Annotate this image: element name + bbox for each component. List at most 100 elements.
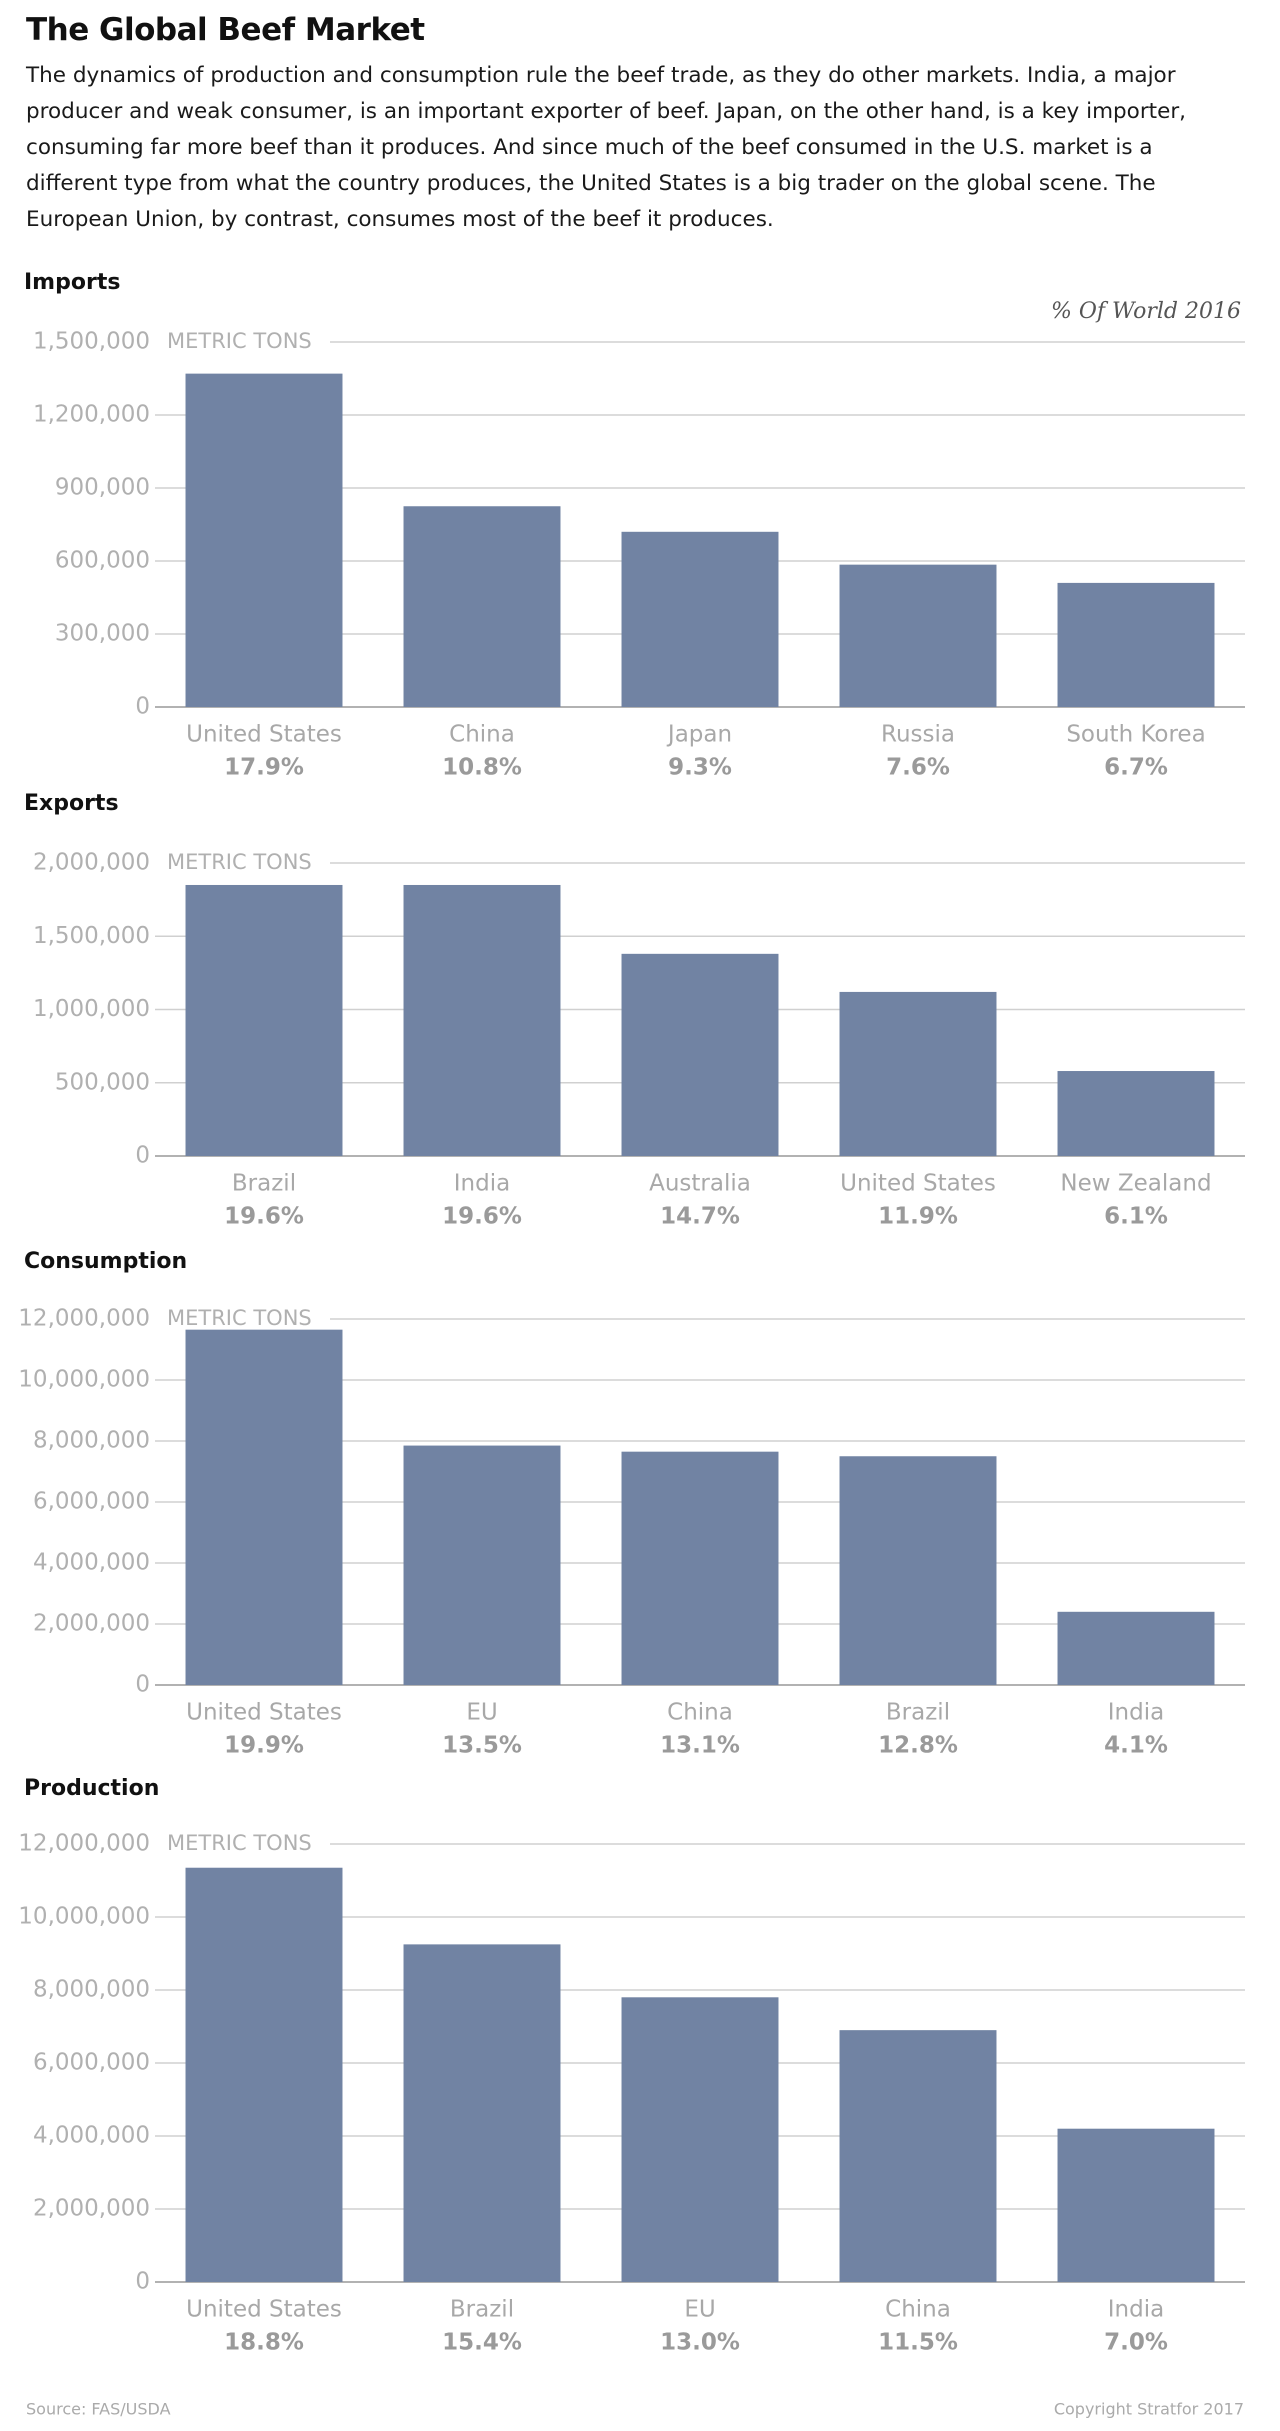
y-tick-label: 10,000,000 bbox=[18, 1367, 150, 1393]
y-tick-label: 900,000 bbox=[55, 475, 150, 501]
share-label: 6.1% bbox=[1104, 1204, 1168, 1230]
y-tick-label: 8,000,000 bbox=[33, 1977, 150, 2003]
y-tick-label: 6,000,000 bbox=[33, 2050, 150, 2076]
share-label: 18.8% bbox=[224, 2330, 304, 2356]
y-tick-label: 0 bbox=[135, 694, 150, 720]
y-tick-label: 12,000,000 bbox=[18, 1306, 150, 1332]
share-label: 13.0% bbox=[660, 2330, 740, 2356]
chart-title: Exports bbox=[24, 791, 119, 816]
y-tick-label: 2,000,000 bbox=[33, 2196, 150, 2222]
bar bbox=[839, 1456, 997, 1685]
bar bbox=[839, 564, 997, 707]
description: The dynamics of production and consumpti… bbox=[26, 63, 1187, 232]
y-tick-label: 1,500,000 bbox=[33, 923, 150, 949]
x-tick-label: China bbox=[885, 2297, 951, 2323]
x-tick-label: New Zealand bbox=[1060, 1171, 1211, 1197]
share-label: 7.6% bbox=[886, 755, 950, 781]
y-tick-label: 1,200,000 bbox=[33, 402, 150, 428]
x-tick-label: India bbox=[1108, 2297, 1164, 2323]
share-label: 7.0% bbox=[1104, 2330, 1168, 2356]
x-tick-label: United States bbox=[186, 2297, 342, 2323]
bar bbox=[403, 884, 561, 1156]
bar bbox=[185, 1329, 343, 1685]
bar bbox=[839, 2030, 997, 2282]
bar bbox=[185, 884, 343, 1156]
bar bbox=[185, 1867, 343, 2282]
y-tick-label: 6,000,000 bbox=[33, 1489, 150, 1515]
note: % Of World 2016 bbox=[1051, 299, 1241, 324]
x-tick-label: Japan bbox=[666, 722, 732, 748]
bar bbox=[403, 506, 561, 707]
bar bbox=[1057, 2128, 1215, 2282]
page-title: The Global Beef Market bbox=[26, 12, 425, 48]
bar bbox=[621, 531, 779, 707]
y-tick-label: 500,000 bbox=[55, 1069, 150, 1095]
bar bbox=[621, 1997, 779, 2282]
share-label: 6.7% bbox=[1104, 755, 1168, 781]
x-tick-label: Brazil bbox=[232, 1171, 296, 1197]
share-label: 13.5% bbox=[442, 1733, 522, 1759]
share-label: 14.7% bbox=[660, 1204, 740, 1230]
x-tick-label: India bbox=[1108, 1700, 1164, 1726]
share-label: 4.1% bbox=[1104, 1733, 1168, 1759]
chart-title: Production bbox=[24, 1776, 159, 1801]
y-tick-label: 0 bbox=[135, 1143, 150, 1169]
header: The Global Beef Market The dynamics of p… bbox=[26, 12, 1246, 238]
y-tick-label: 1,000,000 bbox=[33, 996, 150, 1022]
y-axis-label: METRIC TONS bbox=[167, 329, 312, 353]
source: Source: FAS/USDA bbox=[26, 2400, 171, 2419]
y-axis-label: METRIC TONS bbox=[167, 850, 312, 874]
bar bbox=[621, 953, 779, 1156]
x-tick-label: Brazil bbox=[886, 1700, 950, 1726]
x-tick-label: United States bbox=[186, 1700, 342, 1726]
x-tick-label: South Korea bbox=[1066, 722, 1205, 748]
chart-title: Imports bbox=[24, 270, 120, 295]
share-label: 12.8% bbox=[878, 1733, 958, 1759]
x-tick-label: China bbox=[667, 1700, 733, 1726]
bar bbox=[403, 1944, 561, 2282]
bar bbox=[1057, 1071, 1215, 1156]
y-tick-label: 12,000,000 bbox=[18, 1831, 150, 1857]
share-label: 13.1% bbox=[660, 1733, 740, 1759]
x-tick-label: EU bbox=[684, 2297, 715, 2323]
share-label: 17.9% bbox=[224, 755, 304, 781]
bar bbox=[185, 373, 343, 707]
bar bbox=[1057, 1611, 1215, 1685]
share-label: 19.9% bbox=[224, 1733, 304, 1759]
chart-title: Consumption bbox=[24, 1249, 187, 1274]
x-tick-label: Russia bbox=[881, 722, 955, 748]
share-label: 19.6% bbox=[442, 1204, 522, 1230]
bar bbox=[839, 991, 997, 1156]
share-label: 15.4% bbox=[442, 2330, 522, 2356]
x-tick-label: India bbox=[454, 1171, 510, 1197]
share-label: 9.3% bbox=[668, 755, 732, 781]
share-label: 10.8% bbox=[442, 755, 522, 781]
y-tick-label: 8,000,000 bbox=[33, 1428, 150, 1454]
y-tick-label: 2,000,000 bbox=[33, 1611, 150, 1637]
y-tick-label: 600,000 bbox=[55, 548, 150, 574]
share-label: 11.9% bbox=[878, 1204, 958, 1230]
y-axis-label: METRIC TONS bbox=[167, 1306, 312, 1330]
y-tick-label: 0 bbox=[135, 1672, 150, 1698]
x-tick-label: Australia bbox=[649, 1171, 751, 1197]
bar bbox=[1057, 582, 1215, 707]
y-tick-label: 0 bbox=[135, 2269, 150, 2295]
share-label: 19.6% bbox=[224, 1204, 304, 1230]
y-tick-label: 2,000,000 bbox=[33, 850, 150, 876]
x-tick-label: EU bbox=[466, 1700, 497, 1726]
x-tick-label: United States bbox=[840, 1171, 996, 1197]
y-tick-label: 1,500,000 bbox=[33, 329, 150, 355]
x-tick-label: Brazil bbox=[450, 2297, 514, 2323]
bar bbox=[403, 1445, 561, 1685]
share-label: 11.5% bbox=[878, 2330, 958, 2356]
y-axis-label: METRIC TONS bbox=[167, 1831, 312, 1855]
y-tick-label: 4,000,000 bbox=[33, 1550, 150, 1576]
copyright: Copyright Stratfor 2017 bbox=[1054, 2400, 1244, 2419]
y-tick-label: 300,000 bbox=[55, 621, 150, 647]
y-tick-label: 4,000,000 bbox=[33, 2123, 150, 2149]
y-tick-label: 10,000,000 bbox=[18, 1904, 150, 1930]
bar bbox=[621, 1451, 779, 1685]
x-tick-label: China bbox=[449, 722, 515, 748]
